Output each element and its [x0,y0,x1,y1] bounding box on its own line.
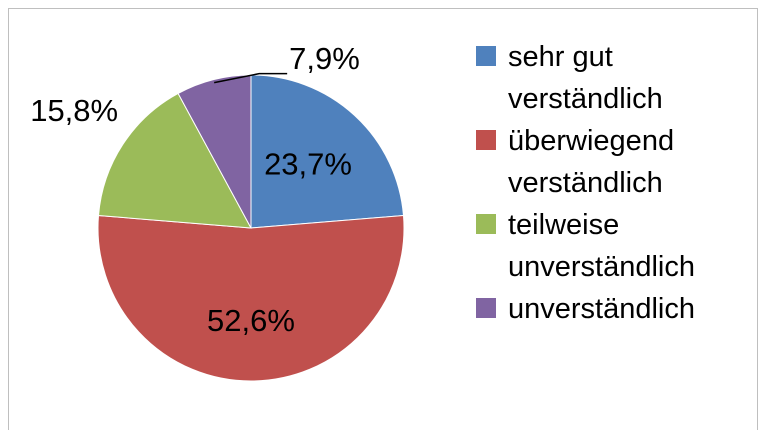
legend-swatch [476,130,496,150]
pie-slice [250,74,405,229]
legend-swatch [476,298,496,318]
legend-item: teilweise unverständlich [476,204,746,288]
data-label: 23,7% [264,146,352,181]
legend-label: sehr gut verständlich [508,41,663,115]
legend-swatch [476,214,496,234]
data-label: 7,9% [289,41,360,76]
legend-item: sehr gut verständlich [476,36,746,120]
legend: sehr gut verständlich überwiegend verstän… [476,36,746,330]
legend-label: überwiegend verständlich [508,125,675,199]
data-label: 15,8% [30,93,118,128]
legend-swatch [476,46,496,66]
pie-slice [97,92,252,229]
pie-slice [97,214,405,382]
legend-label: teilweise unverständlich [508,209,695,283]
legend-label: unverständlich [508,293,695,325]
leader-line [214,72,288,84]
chart-frame [8,8,758,430]
legend-item: unverständlich [476,288,746,330]
legend-item: überwiegend verständlich [476,120,746,204]
data-label: 52,6% [207,303,295,338]
